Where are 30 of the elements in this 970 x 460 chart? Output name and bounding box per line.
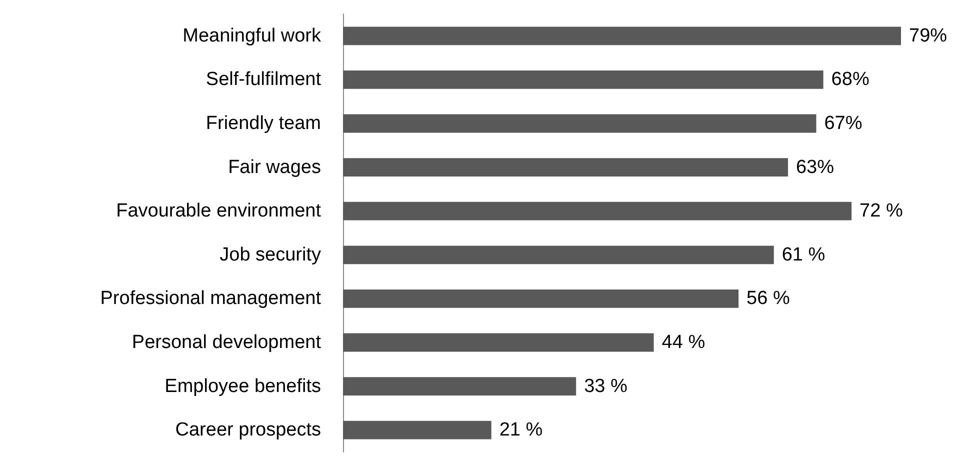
data-label: 21 % <box>499 420 543 441</box>
y-tick-label: Employee benefits <box>164 376 321 397</box>
bar <box>343 26 901 46</box>
bar <box>343 70 824 89</box>
data-label: 56 % <box>746 288 790 310</box>
bar <box>343 333 654 352</box>
data-label: 67% <box>824 113 862 134</box>
bar <box>343 246 774 264</box>
data-label: 79% <box>909 25 948 46</box>
y-tick-label: Self-fulfilment <box>206 69 322 90</box>
bar <box>343 420 492 440</box>
y-tick-label: Career prospects <box>175 420 321 441</box>
data-label: 33 % <box>584 376 628 397</box>
data-label: 72 % <box>860 200 903 222</box>
y-tick-label: Meaningful work <box>182 25 322 46</box>
y-tick-label: Friendly team <box>206 113 321 134</box>
data-label: 61 % <box>782 244 826 266</box>
data-label: 63% <box>796 156 834 178</box>
bar <box>343 377 576 396</box>
y-tick-label: Job security <box>220 244 322 266</box>
y-tick-label: Favourable environment <box>116 200 322 222</box>
y-tick-label: Personal development <box>132 332 322 353</box>
bar <box>343 202 852 220</box>
data-label: 68% <box>831 69 870 90</box>
data-label: 44 % <box>662 332 706 353</box>
bar <box>343 158 788 176</box>
y-tick-label: Fair wages <box>228 156 321 178</box>
bar <box>343 290 739 308</box>
y-tick-label: Professional management <box>100 288 322 310</box>
bar <box>343 114 816 133</box>
